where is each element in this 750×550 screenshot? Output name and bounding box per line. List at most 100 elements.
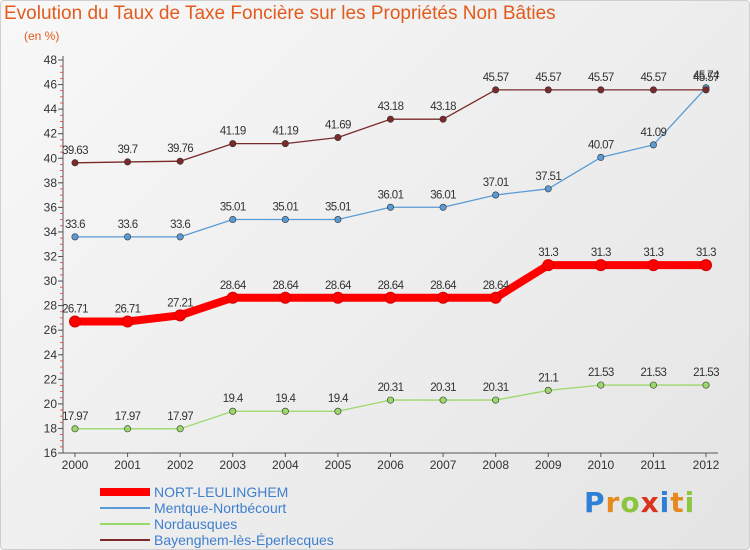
- x-tick-label: 2007: [430, 458, 457, 472]
- data-point: [281, 216, 289, 224]
- data-point: [69, 315, 81, 328]
- data-label: 26.71: [115, 303, 141, 315]
- data-label: 21.53: [693, 367, 719, 379]
- data-point: [121, 315, 134, 328]
- data-label: 45.57: [693, 72, 719, 84]
- y-tick-label: 44: [44, 102, 58, 116]
- data-point: [594, 259, 607, 272]
- legend-label: Nordausques: [154, 516, 238, 532]
- data-point: [279, 291, 292, 304]
- y-tick-label: 48: [44, 53, 58, 67]
- data-point: [334, 216, 342, 224]
- x-tick-label: 2012: [693, 458, 720, 472]
- legend-label: Bayenghem-lès-Éperlecques: [154, 532, 334, 548]
- data-label: 43.18: [378, 101, 404, 113]
- chart-axes: 16 18 20 22 24 26 28 30 32 34 36 38 40 42 44 46 48 2000 20…: [44, 53, 720, 472]
- data-label: 39.76: [167, 143, 193, 155]
- y-tick-label: 46: [44, 78, 58, 92]
- proxiti-logo: Proxiti: [584, 486, 696, 519]
- data-point: [71, 425, 79, 433]
- data-label: 41.19: [272, 126, 298, 138]
- data-point: [124, 158, 132, 166]
- data-point: [334, 407, 342, 415]
- data-label: 17.97: [62, 411, 88, 423]
- x-tick-label: 2004: [272, 458, 299, 472]
- legend-swatch: [100, 539, 150, 541]
- data-label: 28.64: [430, 280, 457, 292]
- x-tick-label: 2010: [587, 458, 614, 472]
- y-tick-label: 30: [44, 274, 58, 288]
- data-point: [281, 407, 289, 415]
- legend-item: NORT-LEULINGHEM: [100, 484, 334, 500]
- data-point: [492, 86, 500, 94]
- chart-data-labels: 17.97 17.97 17.97 19.4 19.4 19.4 20.31 20.31 20.…: [62, 70, 721, 423]
- y-tick-label: 16: [44, 446, 58, 460]
- data-point: [229, 407, 237, 415]
- data-point: [281, 140, 289, 148]
- data-point: [597, 86, 605, 94]
- legend-label: Mentque-Nortbécourt: [154, 500, 287, 516]
- data-point: [649, 141, 657, 149]
- data-point: [542, 259, 555, 272]
- data-label: 40.07: [588, 139, 614, 151]
- data-label: 35.01: [272, 202, 298, 214]
- data-label: 45.74: [693, 70, 720, 82]
- y-tick-label: 36: [44, 200, 58, 214]
- data-point: [489, 291, 502, 304]
- data-point: [439, 203, 447, 211]
- data-label: 20.31: [483, 382, 509, 394]
- data-label: 31.3: [696, 247, 716, 259]
- legend-swatch: [100, 488, 150, 496]
- legend-swatch: [100, 507, 150, 509]
- data-label: 17.97: [167, 411, 193, 423]
- data-point: [386, 396, 394, 404]
- legend-label: NORT-LEULINGHEM: [154, 484, 289, 500]
- data-point: [71, 233, 79, 241]
- y-tick-label: 34: [44, 225, 58, 239]
- data-point: [700, 259, 712, 272]
- data-label: 45.57: [535, 72, 561, 84]
- x-tick-label: 2005: [325, 458, 352, 472]
- data-label: 36.01: [430, 189, 456, 201]
- legend-item: Nordausques: [100, 516, 334, 532]
- legend-item: Mentque-Nortbécourt: [100, 500, 334, 516]
- data-point: [702, 86, 710, 94]
- data-label: 37.01: [483, 177, 509, 189]
- data-point: [124, 425, 132, 433]
- data-label: 41.09: [641, 127, 667, 139]
- data-point: [226, 291, 239, 304]
- chart-series: [69, 84, 712, 433]
- data-point: [649, 86, 657, 94]
- data-point: [229, 216, 237, 224]
- x-tick-label: 2001: [114, 458, 141, 472]
- data-point: [702, 381, 710, 389]
- y-tick-label: 40: [44, 151, 58, 165]
- data-label: 28.64: [378, 280, 405, 292]
- data-point: [492, 396, 500, 404]
- data-label: 21.53: [641, 367, 667, 379]
- data-label: 19.4: [223, 393, 244, 405]
- data-label: 21.53: [588, 367, 614, 379]
- data-point: [544, 185, 552, 193]
- data-label: 33.6: [118, 219, 138, 231]
- data-point: [439, 396, 447, 404]
- y-tick-label: 18: [44, 421, 58, 435]
- data-point: [649, 381, 657, 389]
- data-label: 28.64: [483, 280, 510, 292]
- x-tick-label: 2003: [219, 458, 246, 472]
- data-label: 31.3: [591, 247, 611, 259]
- data-point: [71, 159, 79, 167]
- data-label: 17.97: [115, 411, 141, 423]
- data-label: 39.7: [118, 144, 138, 156]
- data-label: 36.01: [378, 189, 404, 201]
- data-point: [331, 291, 344, 304]
- data-label: 43.18: [430, 101, 456, 113]
- data-point: [647, 259, 660, 272]
- data-point: [174, 309, 187, 322]
- data-label: 35.01: [325, 202, 351, 214]
- data-label: 41.69: [325, 119, 351, 131]
- data-label: 31.3: [538, 247, 558, 259]
- y-tick-label: 22: [44, 372, 58, 386]
- data-point: [437, 291, 450, 304]
